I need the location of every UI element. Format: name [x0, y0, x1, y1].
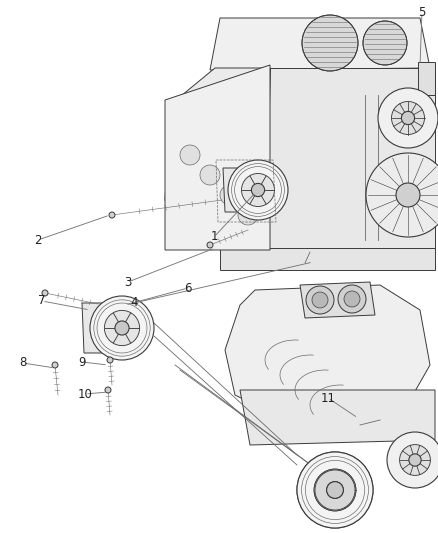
- Circle shape: [109, 212, 115, 218]
- Circle shape: [238, 205, 258, 225]
- Circle shape: [180, 145, 200, 165]
- Circle shape: [207, 242, 213, 248]
- Circle shape: [312, 292, 328, 308]
- Circle shape: [338, 285, 366, 313]
- Circle shape: [314, 469, 356, 511]
- Circle shape: [344, 291, 360, 307]
- Circle shape: [363, 21, 407, 65]
- Polygon shape: [220, 248, 435, 270]
- Circle shape: [327, 482, 343, 498]
- Text: 7: 7: [38, 295, 46, 308]
- Text: 9: 9: [78, 356, 86, 368]
- Circle shape: [366, 153, 438, 237]
- Circle shape: [52, 362, 58, 368]
- Polygon shape: [223, 168, 270, 212]
- Polygon shape: [265, 68, 435, 250]
- Polygon shape: [82, 303, 132, 353]
- Text: 1: 1: [210, 230, 218, 244]
- Polygon shape: [225, 285, 430, 420]
- Circle shape: [251, 183, 265, 197]
- Polygon shape: [418, 62, 435, 95]
- Circle shape: [401, 111, 415, 125]
- Circle shape: [107, 357, 113, 363]
- Polygon shape: [165, 68, 270, 225]
- Circle shape: [314, 469, 356, 511]
- Circle shape: [315, 470, 355, 510]
- Circle shape: [378, 88, 438, 148]
- Circle shape: [399, 445, 431, 475]
- Circle shape: [241, 174, 275, 206]
- Circle shape: [387, 432, 438, 488]
- Circle shape: [105, 387, 111, 393]
- Circle shape: [306, 286, 334, 314]
- Circle shape: [392, 101, 424, 134]
- Text: 2: 2: [34, 233, 42, 246]
- Circle shape: [327, 482, 343, 498]
- Circle shape: [228, 160, 288, 220]
- Text: 8: 8: [19, 357, 27, 369]
- Circle shape: [409, 454, 421, 466]
- Text: 5: 5: [418, 5, 426, 19]
- Circle shape: [200, 165, 220, 185]
- Circle shape: [302, 15, 358, 71]
- Circle shape: [396, 183, 420, 207]
- Text: 3: 3: [124, 276, 132, 288]
- Polygon shape: [210, 18, 430, 70]
- Text: 11: 11: [321, 392, 336, 405]
- Text: 6: 6: [184, 281, 192, 295]
- Circle shape: [220, 185, 240, 205]
- Circle shape: [115, 321, 129, 335]
- Circle shape: [297, 452, 373, 528]
- Circle shape: [104, 310, 140, 345]
- Text: 10: 10: [78, 387, 92, 400]
- Polygon shape: [300, 282, 375, 318]
- Circle shape: [42, 290, 48, 296]
- Circle shape: [297, 452, 373, 528]
- Text: 4: 4: [130, 296, 138, 310]
- Polygon shape: [240, 390, 435, 445]
- Polygon shape: [165, 65, 270, 250]
- Circle shape: [90, 296, 154, 360]
